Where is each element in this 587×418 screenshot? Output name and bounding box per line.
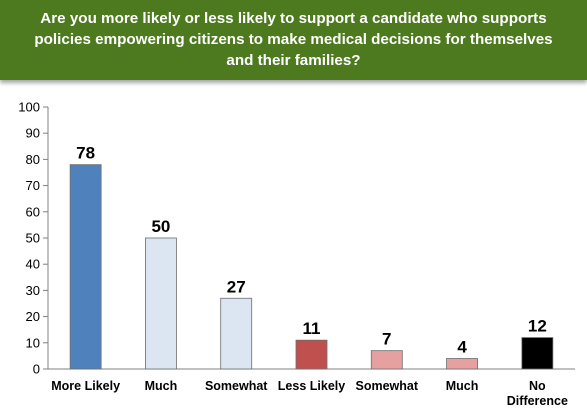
y-tick-label: 50: [26, 231, 40, 246]
data-label: 27: [227, 277, 246, 296]
data-label: 78: [76, 144, 95, 163]
x-category-label: More Likely: [51, 379, 120, 393]
y-tick-label: 20: [26, 309, 40, 324]
bar: [370, 350, 403, 370]
x-category-label: Somewhat: [356, 379, 419, 393]
data-label: 12: [528, 317, 547, 336]
x-category-label: Much: [145, 379, 178, 393]
y-tick-label: 80: [26, 152, 40, 167]
x-category-label: Less Likely: [278, 379, 345, 393]
x-category-label: No Difference: [507, 379, 568, 408]
x-category-label: Much: [446, 379, 479, 393]
bar: [69, 164, 102, 370]
y-tick-label: 90: [26, 126, 40, 141]
chart-title: Are you more likely or less likely to su…: [0, 0, 587, 80]
data-label: 50: [151, 217, 170, 236]
y-tick-label: 30: [26, 283, 40, 298]
bar: [446, 358, 478, 370]
bar: [295, 339, 328, 370]
y-tick-label: 10: [26, 335, 40, 350]
bar: [521, 337, 554, 370]
bar: [145, 237, 177, 370]
y-tick-label: 100: [18, 100, 40, 115]
data-label: 11: [303, 319, 321, 338]
bar: [220, 297, 253, 370]
data-label: 7: [382, 330, 391, 349]
x-category-label: Somewhat: [205, 379, 268, 393]
y-tick-label: 60: [26, 204, 40, 219]
data-label: 4: [457, 338, 467, 357]
y-tick-label: 70: [26, 178, 40, 193]
y-tick-label: 0: [33, 362, 40, 377]
y-tick-label: 40: [26, 257, 40, 272]
